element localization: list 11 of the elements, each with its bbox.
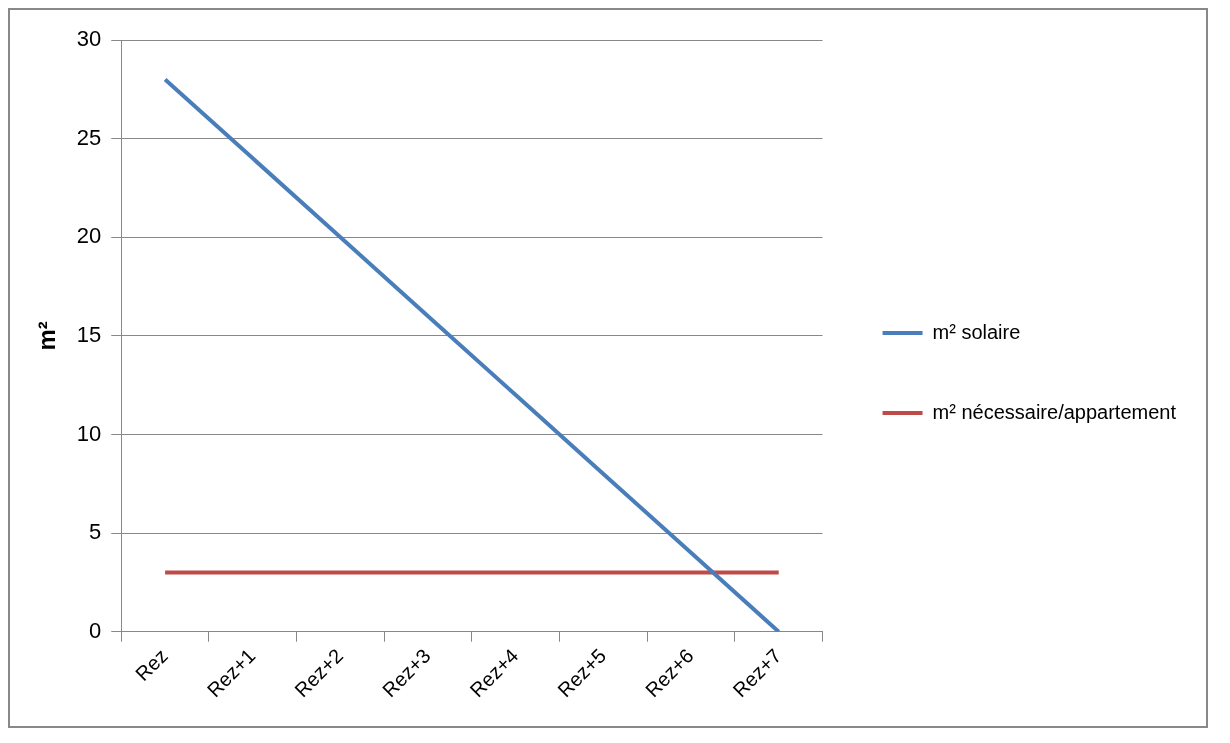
y-tick-label: 5 xyxy=(89,519,102,545)
y-tick-label: 0 xyxy=(89,617,102,643)
legend-label: m² solaire xyxy=(932,320,1021,343)
y-tick-label: 10 xyxy=(76,420,102,446)
y-tick-label: 25 xyxy=(76,124,102,150)
y-tick-label: 30 xyxy=(76,26,102,52)
x-tick-label: Rez xyxy=(131,644,172,686)
y-tick-label: 20 xyxy=(76,223,102,249)
legend-label: m² nécessaire/appartement xyxy=(932,400,1177,423)
y-tick-label: 15 xyxy=(76,321,102,347)
y-axis-title: m² xyxy=(33,321,61,351)
